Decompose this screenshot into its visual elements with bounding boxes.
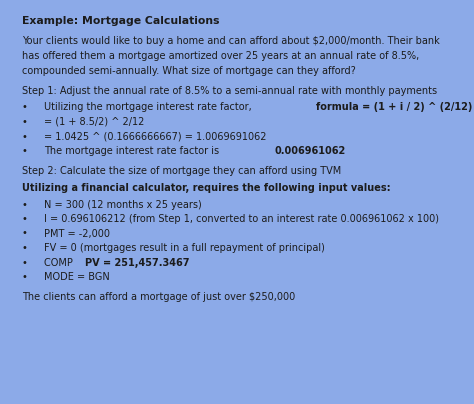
- Text: PMT = -2,000: PMT = -2,000: [44, 229, 110, 238]
- Text: •: •: [22, 146, 28, 156]
- Text: •: •: [22, 131, 28, 141]
- Text: Your clients would like to buy a home and can afford about $2,000/month. Their b: Your clients would like to buy a home an…: [22, 36, 440, 46]
- Text: Step 2: Calculate the size of mortgage they can afford using TVM: Step 2: Calculate the size of mortgage t…: [22, 166, 341, 177]
- Text: The mortgage interest rate factor is: The mortgage interest rate factor is: [44, 146, 222, 156]
- Text: •: •: [22, 229, 28, 238]
- Text: The clients can afford a mortgage of just over $250,000: The clients can afford a mortgage of jus…: [22, 292, 295, 303]
- Text: MODE = BGN: MODE = BGN: [44, 272, 110, 282]
- Text: Utilizing a financial calculator, requires the following input values:: Utilizing a financial calculator, requir…: [22, 183, 391, 193]
- Text: •: •: [22, 272, 28, 282]
- Text: formula = (1 + i / 2) ^ (2/12) – 1: formula = (1 + i / 2) ^ (2/12) – 1: [316, 103, 474, 112]
- Text: Example: Mortgage Calculations: Example: Mortgage Calculations: [22, 16, 219, 26]
- Text: I = 0.696106212 (from Step 1, converted to an interest rate 0.006961062 x 100): I = 0.696106212 (from Step 1, converted …: [44, 214, 439, 224]
- Text: Step 1: Adjust the annual rate of 8.5% to a semi-annual rate with monthly paymen: Step 1: Adjust the annual rate of 8.5% t…: [22, 86, 437, 96]
- Text: •: •: [22, 257, 28, 267]
- Text: COMP: COMP: [44, 257, 76, 267]
- Text: N = 300 (12 months x 25 years): N = 300 (12 months x 25 years): [44, 200, 202, 210]
- Text: has offered them a mortgage amortized over 25 years at an annual rate of 8.5%,: has offered them a mortgage amortized ov…: [22, 51, 419, 61]
- Text: Utilizing the mortgage interest rate factor,: Utilizing the mortgage interest rate fac…: [44, 103, 255, 112]
- Text: 0.006961062: 0.006961062: [274, 146, 345, 156]
- Text: FV = 0 (mortgages result in a full repayment of principal): FV = 0 (mortgages result in a full repay…: [44, 243, 325, 253]
- Text: = (1 + 8.5/2) ^ 2/12: = (1 + 8.5/2) ^ 2/12: [44, 117, 145, 127]
- Text: = 1.0425 ^ (0.1666666667) = 1.0069691062: = 1.0425 ^ (0.1666666667) = 1.0069691062: [44, 131, 266, 141]
- Text: PV = 251,457.3467: PV = 251,457.3467: [85, 257, 190, 267]
- Text: •: •: [22, 103, 28, 112]
- Text: •: •: [22, 200, 28, 210]
- Text: •: •: [22, 214, 28, 224]
- Text: •: •: [22, 117, 28, 127]
- Text: •: •: [22, 243, 28, 253]
- Text: compounded semi-annually. What size of mortgage can they afford?: compounded semi-annually. What size of m…: [22, 65, 356, 76]
